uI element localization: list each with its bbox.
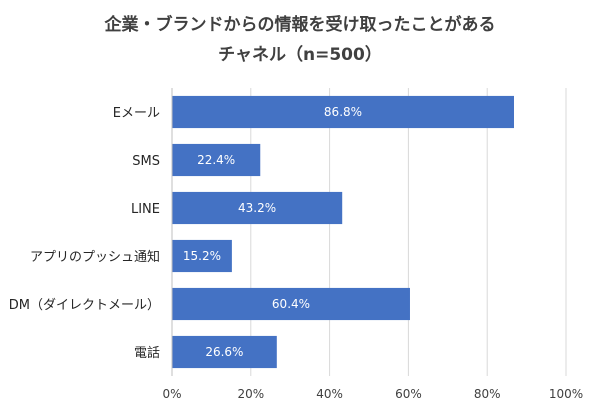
bar <box>172 287 410 321</box>
bar-value-label: 60.4% <box>272 297 310 311</box>
bar <box>172 191 343 225</box>
category-label: SMS <box>132 154 160 169</box>
bar <box>172 335 277 369</box>
chart-title-line-2: チャネル（n=500） <box>218 45 382 65</box>
bar-value-label: 26.6% <box>205 345 243 359</box>
bar-value-label: 22.4% <box>197 153 235 167</box>
bar <box>172 143 261 177</box>
bar-value-label: 43.2% <box>238 201 276 215</box>
x-tick-label: 40% <box>316 387 343 401</box>
x-tick-label: 100% <box>549 387 583 401</box>
category-label: 電話 <box>134 345 160 361</box>
category-label: DM（ダイレクトメール） <box>9 298 160 313</box>
x-tick-label: 20% <box>237 387 264 401</box>
category-label: アプリのプッシュ通知 <box>30 249 160 265</box>
x-tick-label: 60% <box>395 387 422 401</box>
category-label: LINE <box>131 202 160 217</box>
x-tick-label: 0% <box>162 387 181 401</box>
bar-value-label: 15.2% <box>183 249 221 263</box>
chart-title-line-1: 企業・ブランドからの情報を受け取ったことがある <box>104 15 496 35</box>
x-tick-label: 80% <box>474 387 501 401</box>
bar <box>172 239 232 273</box>
bar <box>172 95 514 129</box>
bar-value-label: 86.8% <box>324 105 362 119</box>
category-label: Eメール <box>113 106 160 121</box>
